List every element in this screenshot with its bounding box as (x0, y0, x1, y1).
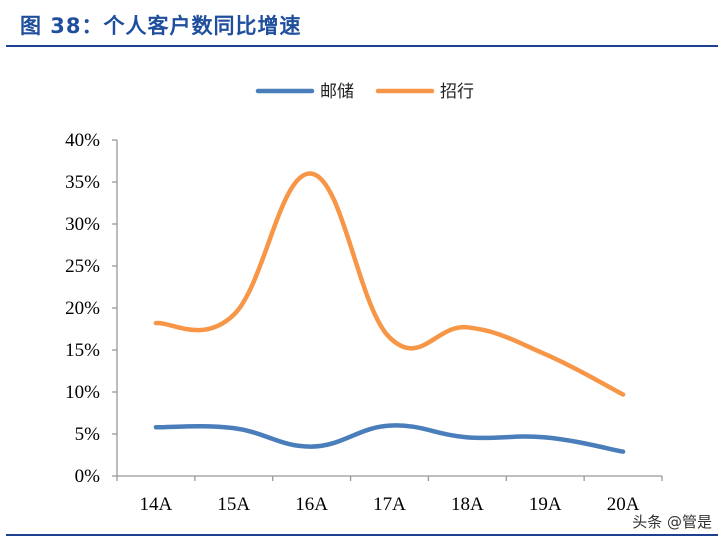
y-tick-label: 5% (75, 424, 101, 445)
x-tick-label: 18A (451, 494, 484, 515)
title-rule (6, 45, 718, 47)
chart-legend: 邮储 招行 (255, 82, 474, 102)
x-tick-label: 17A (373, 494, 406, 515)
x-tick-label: 15A (217, 494, 250, 515)
series-line-1 (153, 423, 626, 454)
x-tick-label: 19A (529, 494, 562, 515)
y-tick-label: 20% (65, 298, 100, 319)
y-tick-label: 35% (65, 172, 100, 193)
x-axis: 14A 15A 16A 17A 18A 19A 20A (116, 475, 663, 515)
y-tick-label: 40% (65, 130, 100, 151)
series-layer (153, 171, 626, 454)
y-tick-label: 30% (65, 214, 100, 235)
y-tick-label: 15% (65, 340, 100, 361)
bottom-rule (6, 534, 718, 536)
figure-title: 图 38：个人客户数同比增速 (20, 14, 302, 38)
x-tick-label: 16A (295, 494, 328, 515)
x-tick-label: 14A (140, 494, 173, 515)
y-tick-label: 10% (65, 382, 100, 403)
legend-label-2: 招行 (440, 82, 474, 102)
series-line-2 (153, 171, 626, 397)
y-tick-label: 0% (75, 466, 101, 487)
x-tick-label: 20A (607, 494, 640, 515)
y-axis: 0% 5% 10% 15% 20% 25% 30% 35% 40% (65, 130, 118, 487)
y-tick-label: 25% (65, 256, 100, 277)
watermark: 头条 @管是 (632, 513, 712, 531)
legend-label-1: 邮储 (320, 82, 354, 102)
